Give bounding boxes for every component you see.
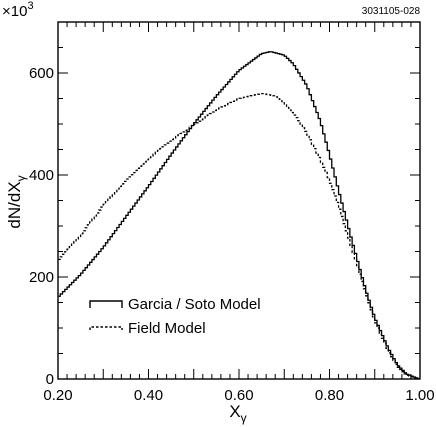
series-lines <box>58 51 420 380</box>
axis-tick-labels: 0.20 0.40 0.60 0.80 1.00 0 200 400 600 <box>29 65 435 404</box>
legend-label: Garcia / Soto Model <box>128 296 261 313</box>
x-axis-label: Xγ <box>229 402 246 425</box>
y-tick-label: 400 <box>29 167 54 184</box>
legend-swatch <box>89 326 123 330</box>
x-tick-label: 0.60 <box>224 387 253 404</box>
series-line-field-model <box>58 92 420 380</box>
x-axis-label-sub: γ <box>241 411 247 425</box>
plot-border <box>57 21 421 380</box>
y-axis-label-main: dN/dX <box>5 181 24 228</box>
x-tick-label: 1.00 <box>405 387 434 404</box>
y-tick-label: 200 <box>29 269 54 286</box>
y-multiplier-exponent: 3 <box>27 0 33 12</box>
x-tick-label: 0.80 <box>315 387 344 404</box>
figure-id-label: 3031105-028 <box>362 6 421 17</box>
y-tick-label: 0 <box>46 371 54 388</box>
axis-ticks <box>57 21 421 380</box>
legend: Garcia / Soto Model Field Model <box>89 296 261 337</box>
series-line-garcia-soto-model <box>58 51 420 380</box>
x-tick-label: 0.20 <box>43 387 72 404</box>
x-tick-label: 0.40 <box>134 387 163 404</box>
y-axis-label-sub: γ <box>14 175 28 181</box>
y-tick-label: 600 <box>29 65 54 82</box>
legend-swatch <box>89 300 123 308</box>
y-axis-label: dN/dXγ <box>5 175 28 228</box>
legend-label: Field Model <box>128 320 206 337</box>
x-axis-label-main: X <box>229 402 240 421</box>
y-multiplier-base: ×10 <box>2 3 27 20</box>
plot-area <box>57 21 421 380</box>
y-multiplier: ×103 <box>2 0 34 20</box>
